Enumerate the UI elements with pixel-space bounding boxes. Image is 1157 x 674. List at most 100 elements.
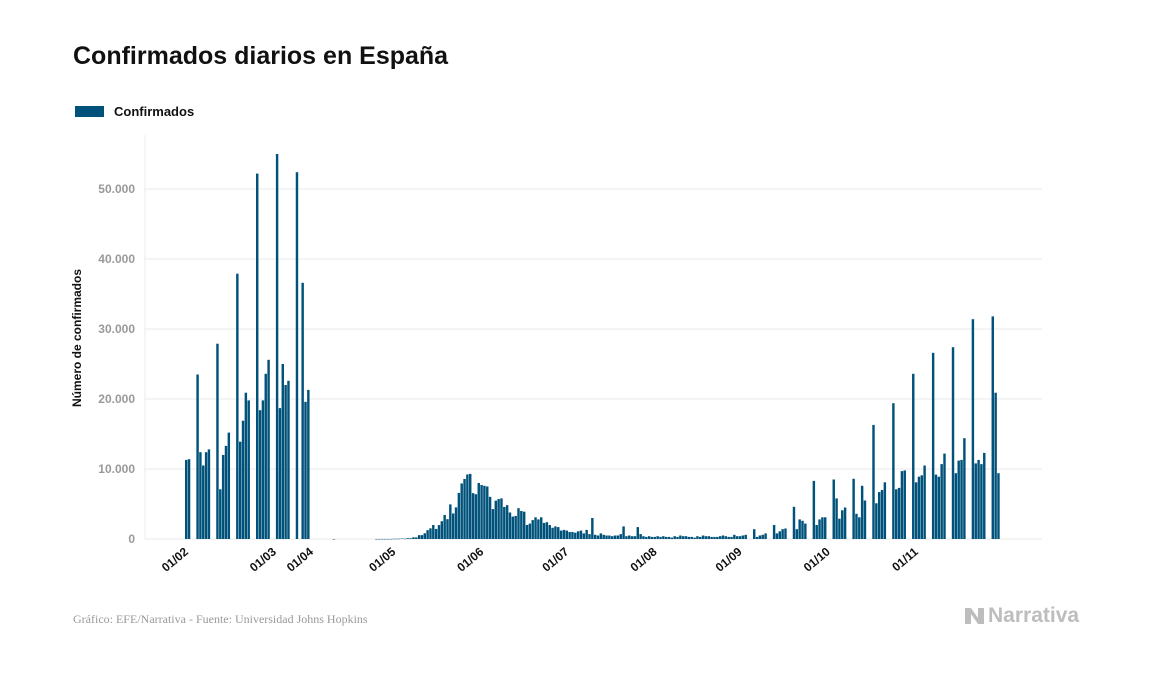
bar: [974, 463, 977, 539]
bar: [664, 536, 668, 539]
bar: [670, 537, 674, 539]
bar: [812, 480, 816, 539]
bar: [525, 525, 529, 539]
bar: [917, 476, 921, 539]
bar: [378, 538, 381, 540]
bar: [934, 474, 938, 539]
bar: [753, 529, 756, 539]
bar: [943, 453, 946, 539]
bar: [244, 392, 248, 539]
bar: [616, 535, 620, 539]
y-tick-label: 40.000: [98, 252, 135, 266]
bar: [892, 403, 895, 539]
bar: [718, 536, 722, 539]
bar: [593, 534, 597, 539]
bar: [764, 533, 767, 539]
bar: [258, 410, 262, 539]
bar: [960, 459, 963, 539]
bar: [494, 500, 497, 539]
bar: [940, 464, 943, 539]
bar: [224, 445, 228, 539]
bar: [704, 536, 708, 539]
bar: [684, 536, 688, 539]
bar: [557, 527, 560, 539]
bar: [784, 528, 787, 539]
bar: [409, 538, 412, 539]
bar: [457, 492, 461, 539]
bar: [591, 518, 594, 539]
bar: [554, 526, 557, 539]
bar: [446, 519, 449, 539]
bar: [838, 518, 841, 539]
bar: [301, 282, 304, 539]
bar: [383, 538, 387, 540]
bar: [281, 364, 284, 539]
bar: [508, 512, 512, 539]
bar: [295, 172, 299, 539]
bar: [971, 319, 975, 539]
bar: [596, 535, 600, 539]
bar: [551, 527, 554, 539]
bar: [792, 506, 796, 539]
bar: [863, 500, 867, 539]
x-tick-label: 01/08: [628, 544, 660, 574]
bar: [744, 534, 747, 539]
y-tick-label: 10.000: [98, 462, 135, 476]
bar: [755, 536, 759, 539]
bar: [434, 528, 438, 539]
bar: [449, 504, 452, 539]
bar: [520, 511, 523, 539]
narrativa-logo-icon: [965, 608, 984, 624]
bar: [196, 374, 199, 539]
bar: [758, 535, 762, 539]
bar: [872, 424, 875, 539]
bar: [275, 154, 279, 539]
x-tick-label: 01/09: [713, 544, 745, 574]
bar: [537, 519, 540, 539]
bar: [568, 532, 571, 539]
bar: [574, 532, 577, 539]
bar: [451, 513, 455, 539]
bar: [653, 536, 657, 539]
bar: [710, 536, 713, 539]
bar: [522, 511, 526, 539]
bar: [673, 536, 676, 539]
bar: [420, 535, 424, 539]
bar: [659, 536, 662, 539]
bar: [832, 479, 835, 539]
bar: [858, 517, 861, 539]
bar: [954, 473, 958, 539]
bar: [562, 529, 566, 539]
x-tick-label: 01/11: [889, 544, 921, 574]
bar: [738, 536, 742, 539]
bar: [991, 316, 994, 539]
bar: [579, 530, 583, 539]
bar: [682, 536, 685, 539]
bar: [622, 526, 625, 539]
bar: [605, 535, 608, 539]
bar: [454, 507, 458, 539]
bar: [980, 464, 983, 539]
x-tick-label: 01/02: [159, 544, 191, 574]
bar: [772, 525, 776, 539]
bar: [923, 465, 926, 539]
bar: [398, 538, 401, 540]
bar: [585, 529, 588, 539]
bar: [406, 538, 409, 539]
bar: [630, 536, 634, 539]
bar: [415, 537, 418, 539]
bar: [542, 522, 546, 539]
bar: [437, 525, 441, 539]
bar: [835, 498, 838, 539]
legend-swatch: [75, 106, 104, 117]
legend-label: Confirmados: [114, 104, 195, 119]
logo-text: Narrativa: [988, 604, 1080, 627]
bar: [480, 484, 483, 539]
bar: [798, 519, 801, 539]
bar: [860, 485, 864, 539]
bar: [429, 528, 432, 539]
bar: [565, 530, 568, 539]
bar: [931, 352, 935, 539]
bar: [804, 523, 807, 539]
